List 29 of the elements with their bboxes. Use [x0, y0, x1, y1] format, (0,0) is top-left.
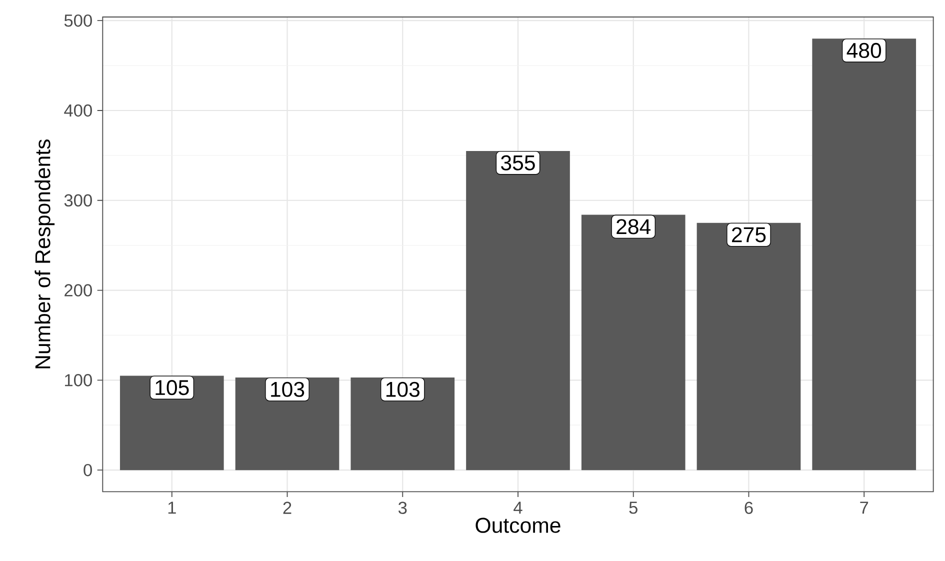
bar: [120, 376, 224, 470]
x-tick-label: 3: [398, 502, 407, 514]
x-tick-label: 7: [860, 502, 868, 514]
y-tick-label: 500: [64, 14, 92, 27]
bar: [350, 377, 455, 470]
bar: [235, 377, 340, 470]
bar: [812, 38, 916, 470]
data-label: 103: [386, 382, 420, 397]
y-tick-label: 300: [64, 194, 92, 207]
data-label: 355: [501, 155, 535, 170]
y-axis-title: Number of Respondents: [34, 140, 55, 368]
y-tick-label: 200: [64, 284, 92, 296]
y-tick-label: 0: [84, 464, 92, 476]
x-tick-label: 6: [744, 502, 753, 514]
data-label: 480: [846, 42, 882, 58]
y-tick-label: 100: [65, 374, 92, 386]
x-axis-title: Outcome: [476, 518, 560, 533]
x-tick-label: 1: [168, 502, 176, 514]
y-tick-label: 400: [64, 104, 92, 117]
x-tick-label: 2: [283, 502, 292, 514]
data-label: 105: [156, 380, 189, 396]
data-label: 284: [616, 219, 651, 234]
data-label: 275: [732, 227, 766, 242]
data-label: 103: [271, 382, 304, 397]
x-tick-label: 4: [514, 502, 522, 514]
bar: [696, 222, 801, 470]
bar: [466, 150, 570, 470]
x-tick-label: 5: [629, 502, 638, 514]
bar: [581, 214, 686, 470]
